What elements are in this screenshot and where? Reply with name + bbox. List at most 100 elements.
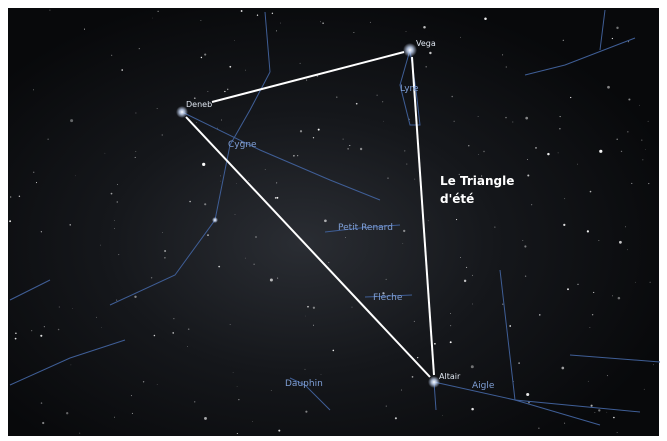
- background-star: [305, 411, 307, 413]
- background-star: [218, 266, 220, 268]
- background-star: [116, 300, 117, 301]
- background-star: [234, 40, 235, 41]
- background-star: [588, 381, 589, 382]
- background-star: [612, 38, 613, 39]
- background-star: [272, 13, 273, 14]
- background-star: [207, 234, 209, 236]
- background-star: [564, 423, 565, 424]
- background-star: [406, 164, 407, 165]
- background-star: [164, 257, 166, 259]
- background-star: [382, 101, 383, 102]
- star-vega: [403, 43, 417, 57]
- background-star: [547, 153, 549, 155]
- background-star: [238, 399, 239, 400]
- background-star: [627, 249, 628, 250]
- background-star: [456, 219, 457, 220]
- constellation-label: Aigle: [472, 381, 495, 391]
- background-star: [15, 338, 17, 340]
- background-star: [650, 282, 651, 283]
- background-star: [466, 267, 467, 268]
- background-star: [255, 236, 256, 237]
- background-star: [494, 227, 495, 228]
- background-star: [233, 372, 234, 373]
- background-star: [276, 182, 277, 183]
- background-star: [644, 389, 645, 390]
- background-star: [417, 357, 418, 358]
- background-star: [143, 381, 144, 382]
- background-star: [618, 297, 621, 300]
- background-star: [386, 279, 387, 280]
- background-star: [217, 128, 218, 129]
- background-star: [71, 365, 72, 366]
- background-star: [114, 417, 115, 418]
- background-star: [187, 346, 188, 347]
- background-star: [134, 296, 136, 298]
- background-star: [356, 103, 358, 105]
- sky: [8, 8, 659, 436]
- background-star: [518, 362, 520, 364]
- background-star: [58, 329, 60, 331]
- background-star: [33, 172, 34, 173]
- background-star: [132, 413, 133, 414]
- background-star: [204, 203, 206, 205]
- background-star: [522, 240, 523, 241]
- background-star: [84, 29, 85, 30]
- background-star: [300, 63, 301, 64]
- background-star: [36, 182, 37, 183]
- constellation-label: Lyre: [400, 84, 419, 94]
- background-star: [598, 409, 600, 411]
- background-star: [320, 21, 321, 22]
- background-star: [270, 278, 273, 281]
- background-star: [139, 48, 140, 49]
- background-star: [70, 224, 71, 225]
- background-star: [131, 395, 132, 396]
- background-star: [370, 22, 371, 23]
- background-star: [41, 402, 42, 403]
- background-star: [313, 325, 314, 326]
- background-star: [157, 384, 158, 385]
- background-star: [333, 350, 335, 352]
- background-star: [595, 412, 596, 413]
- background-star: [276, 30, 277, 31]
- background-star: [377, 95, 378, 96]
- background-star: [202, 163, 205, 166]
- background-star: [641, 140, 642, 141]
- background-star: [336, 96, 337, 97]
- background-star: [277, 278, 278, 279]
- background-star: [478, 116, 479, 117]
- background-star: [590, 191, 592, 193]
- background-star: [70, 119, 73, 122]
- constellation-label: Dauphin: [285, 379, 323, 389]
- background-star: [220, 181, 221, 182]
- background-star: [194, 97, 196, 99]
- background-star: [349, 145, 350, 146]
- background-star: [627, 131, 628, 132]
- background-star: [172, 332, 174, 334]
- background-star: [628, 98, 630, 100]
- background-star: [245, 258, 246, 259]
- background-star: [59, 307, 60, 308]
- background-star: [599, 150, 602, 153]
- background-star: [471, 408, 474, 411]
- background-star: [502, 54, 503, 55]
- background-star: [450, 341, 452, 343]
- background-star: [360, 148, 362, 150]
- background-star: [347, 148, 348, 149]
- background-star: [412, 376, 414, 378]
- background-star: [33, 90, 34, 91]
- background-star: [189, 201, 191, 203]
- background-star: [502, 304, 503, 305]
- background-star: [403, 230, 405, 232]
- background-star: [201, 57, 202, 58]
- background-star: [271, 390, 272, 391]
- background-star: [111, 193, 113, 195]
- background-star: [221, 120, 222, 121]
- background-star: [305, 316, 306, 317]
- background-star: [162, 232, 163, 233]
- background-star: [173, 318, 174, 319]
- background-star: [616, 138, 618, 140]
- background-star: [117, 184, 118, 185]
- background-star: [188, 328, 190, 330]
- background-star: [561, 367, 564, 370]
- constellation-label: Cygne: [228, 140, 257, 150]
